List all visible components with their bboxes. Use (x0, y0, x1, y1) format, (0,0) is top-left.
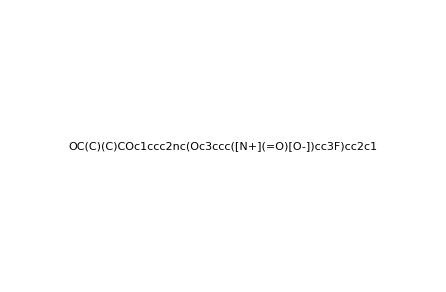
Text: OC(C)(C)COc1ccc2nc(Oc3ccc([N+](=O)[O-])cc3F)cc2c1: OC(C)(C)COc1ccc2nc(Oc3ccc([N+](=O)[O-])c… (68, 141, 378, 151)
